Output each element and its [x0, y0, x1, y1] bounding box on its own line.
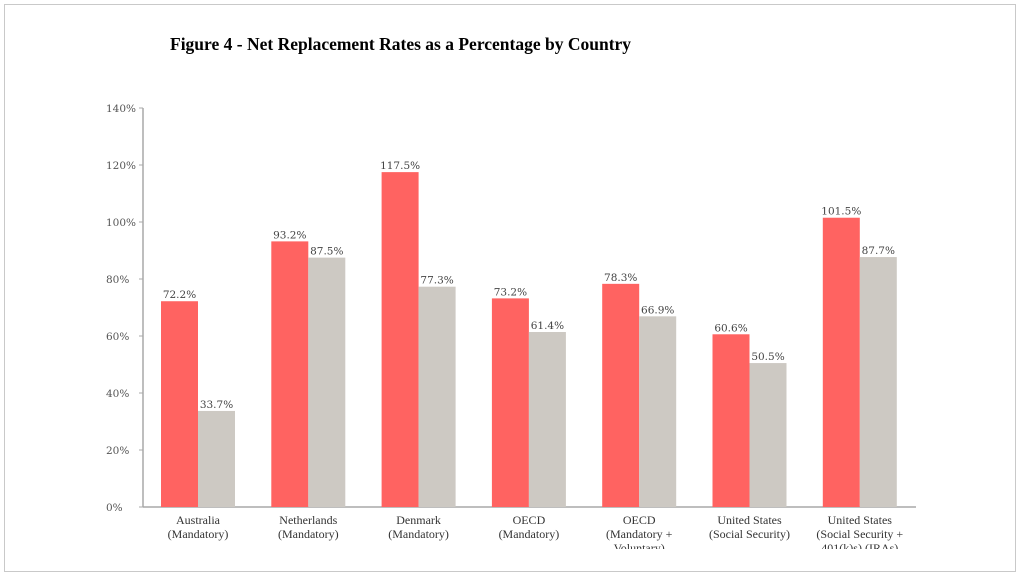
- bar-series1: [712, 334, 750, 507]
- y-tick-label: 120%: [106, 160, 136, 172]
- data-label: 66.9%: [641, 304, 674, 316]
- data-label: 87.7%: [862, 245, 895, 257]
- x-category-label: OECD (Mandatory + Voluntary): [606, 513, 673, 555]
- y-tick-label: 60%: [106, 331, 129, 343]
- y-tick-label: 20%: [106, 445, 129, 457]
- bar-series2: [418, 286, 456, 507]
- bar-series2: [859, 257, 897, 507]
- x-category-label: Netherlands (Mandatory): [278, 513, 339, 541]
- chart-axes: 0% 20% 40% 60% 80% 100% 120% 140%: [106, 103, 916, 514]
- data-label: 117.5%: [380, 160, 420, 172]
- data-label: 60.6%: [714, 322, 747, 334]
- bar-series1: [822, 217, 860, 507]
- y-tick-label: 80%: [106, 274, 129, 286]
- bar-series2: [528, 332, 566, 507]
- bar-series1: [381, 172, 419, 507]
- y-tick-label: 100%: [106, 217, 136, 229]
- data-label: 61.4%: [531, 320, 564, 332]
- data-label: 33.7%: [200, 399, 233, 411]
- x-category-label: United States (Social Security +401(k)s) …: [816, 513, 903, 555]
- data-label: 50.5%: [751, 351, 784, 363]
- y-tick-label: 0%: [106, 502, 123, 514]
- bar-series2: [198, 410, 235, 507]
- x-category-label: Denmark (Mandatory): [388, 513, 449, 541]
- x-category-label: Australia (Mandatory): [168, 513, 229, 541]
- y-tick-label: 40%: [106, 388, 129, 400]
- chart-data-labels: 72.2% 93.2% 117.5% 73.2% 78.3% 60.6% 101.5% 33.…: [163, 160, 895, 411]
- bar-series2: [749, 363, 787, 507]
- x-category-label: United States (Social Security): [709, 513, 790, 541]
- data-label: 93.2%: [273, 229, 306, 241]
- y-tick-label: 140%: [106, 103, 136, 115]
- data-label: 101.5%: [821, 206, 861, 218]
- data-label: 87.5%: [310, 246, 343, 258]
- data-label: 72.2%: [163, 289, 196, 301]
- bar-series1: [161, 301, 198, 507]
- data-label: 73.2%: [494, 286, 527, 298]
- chart-category-labels: Australia (Mandatory) Netherlands (Mandator…: [168, 513, 904, 555]
- data-label: 77.3%: [420, 275, 453, 287]
- chart-bars: [161, 172, 897, 507]
- bar-series2: [639, 316, 677, 507]
- bar-series2: [308, 257, 346, 507]
- x-category-label: OECD (Mandatory): [499, 513, 560, 541]
- data-label: 78.3%: [604, 272, 637, 284]
- bar-series1: [271, 241, 309, 507]
- bar-series1: [491, 298, 529, 507]
- chart-title: Figure 4 - Net Replacement Rates as a Pe…: [170, 34, 632, 54]
- bar-series1: [602, 283, 640, 507]
